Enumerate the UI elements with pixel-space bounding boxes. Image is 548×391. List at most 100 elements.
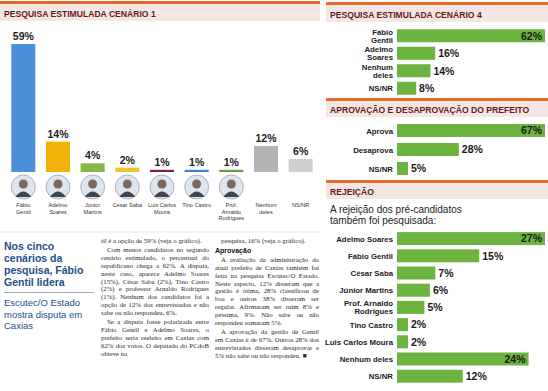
data-label: 59%	[13, 30, 35, 42]
photo-body	[119, 192, 135, 198]
text-line: Júnior Martins	[339, 286, 393, 295]
data-label: 6%	[293, 145, 309, 157]
bar	[397, 335, 408, 348]
data-label: 67%	[521, 124, 543, 136]
category-label: NS/NR	[369, 84, 394, 93]
data-label: 2%	[411, 318, 427, 330]
chart-subtitle: A rejeição dos pré-candidatostambém foi …	[330, 204, 462, 226]
photo-head	[54, 180, 63, 189]
photo	[81, 175, 105, 199]
text-line: NS/NR	[369, 165, 394, 174]
category-label: JúniorMartins	[83, 202, 102, 215]
bar	[397, 301, 424, 314]
category-label: FábioGentil	[16, 202, 31, 215]
header-strip	[0, 4, 320, 21]
text-line: Desaprova	[353, 146, 394, 155]
section-heading: Aprovação	[215, 247, 319, 255]
text-line: Moura	[154, 209, 171, 215]
header-rule	[326, 180, 548, 183]
category-label: AdelmoSoares	[364, 45, 393, 62]
photo-head	[123, 180, 132, 189]
photo-head	[158, 180, 167, 189]
category-label: Tino Castro	[350, 321, 393, 330]
category-label: Nenhumdeles	[362, 63, 394, 80]
photo-body	[189, 192, 205, 198]
photo-head	[19, 180, 28, 189]
separator	[0, 232, 320, 233]
data-label: 14%	[433, 65, 455, 77]
data-label: 6%	[433, 284, 449, 296]
text-line: Gentil	[16, 209, 31, 215]
paragraph: Com menos candidatos no segundo cenário …	[101, 246, 209, 317]
text-line: Júnior	[85, 202, 100, 208]
data-label: 2%	[120, 154, 136, 166]
text-line: deles	[259, 209, 273, 215]
category-label: Luis CarlosMoura	[148, 202, 176, 215]
category-label: Nenhumdeles	[255, 202, 276, 215]
text-line: Prof.	[225, 202, 237, 208]
photo	[219, 175, 243, 199]
category-label: Tino Castro	[182, 202, 211, 208]
chart-title: PESQUISA ESTIMULADA CENÁRIO 4	[330, 10, 482, 20]
data-label: 2%	[411, 336, 427, 348]
text-line: NS/NR	[292, 202, 309, 208]
bar	[397, 29, 545, 42]
bar	[397, 284, 430, 297]
header-strip	[326, 5, 548, 22]
category-label: César Saba	[113, 202, 143, 208]
data-label: 1%	[224, 156, 240, 168]
header-strip	[326, 183, 548, 199]
text-line: Rodrigues	[219, 215, 245, 221]
data-label: 8%	[419, 82, 435, 94]
chart-title: APROVAÇÃO E DESAPROVAÇÃO DO PREFEITO	[330, 105, 529, 115]
category-label: NS/NR	[292, 202, 309, 208]
text-line: Luis Carlos	[148, 202, 176, 208]
text-line: Gentil	[371, 36, 393, 45]
bar	[219, 170, 243, 172]
photo	[185, 175, 209, 199]
bars	[397, 232, 545, 383]
bar	[397, 318, 408, 331]
text-line: NS/NR	[369, 84, 394, 93]
chart-title: REJEIÇÃO	[330, 187, 374, 197]
headline: Nos cinco cenários da pesquisa, Fábio Ge…	[4, 240, 96, 288]
bar	[254, 146, 278, 172]
data-label: 24%	[505, 353, 527, 365]
category-label: Fábio Gentil	[348, 252, 393, 261]
bar	[397, 47, 435, 60]
bar	[115, 168, 139, 172]
text-line: deles	[373, 71, 394, 80]
bar	[397, 82, 416, 95]
bar	[397, 162, 408, 175]
chart-title: PESQUISA ESTIMULADA CENÁRIO 1	[4, 9, 156, 19]
photo	[11, 175, 35, 199]
data-label: 1%	[189, 156, 205, 168]
category-label: Nenhum deles	[340, 355, 394, 364]
text-column: pesquisa, 16% (veja o gráfico).Aprovação…	[215, 237, 319, 361]
data-label: 16%	[438, 47, 460, 59]
data-label: 7%	[438, 267, 454, 279]
category-label: Desaprova	[353, 146, 394, 155]
photo-body	[85, 192, 101, 198]
header-rule	[0, 1, 320, 4]
paragraph: Se a disputa fosse polarizada entre Fábi…	[101, 318, 209, 358]
photo-head	[227, 180, 236, 189]
bar	[397, 267, 435, 280]
data-label: 1%	[154, 156, 170, 168]
bars	[397, 124, 545, 175]
data-label: 14%	[47, 128, 69, 140]
category-label: AdelmoSoares	[49, 202, 68, 215]
headline-rule	[4, 292, 94, 293]
bar	[397, 249, 479, 262]
photo-head	[88, 180, 97, 189]
category-label: Prof.ArnaldoRodrigues	[219, 202, 245, 221]
paragraph: til é a opção de 59% (veja o gráfico).	[101, 237, 209, 245]
category-label: NS/NR	[369, 165, 394, 174]
bar	[185, 170, 209, 172]
text-line: Nenhum	[255, 202, 276, 208]
text-line: também foi pesquisada:	[330, 215, 436, 226]
text-line: Fábio Gentil	[348, 252, 393, 261]
photo-head	[192, 180, 201, 189]
bar	[397, 143, 459, 156]
text-line: Adelmo	[49, 202, 68, 208]
